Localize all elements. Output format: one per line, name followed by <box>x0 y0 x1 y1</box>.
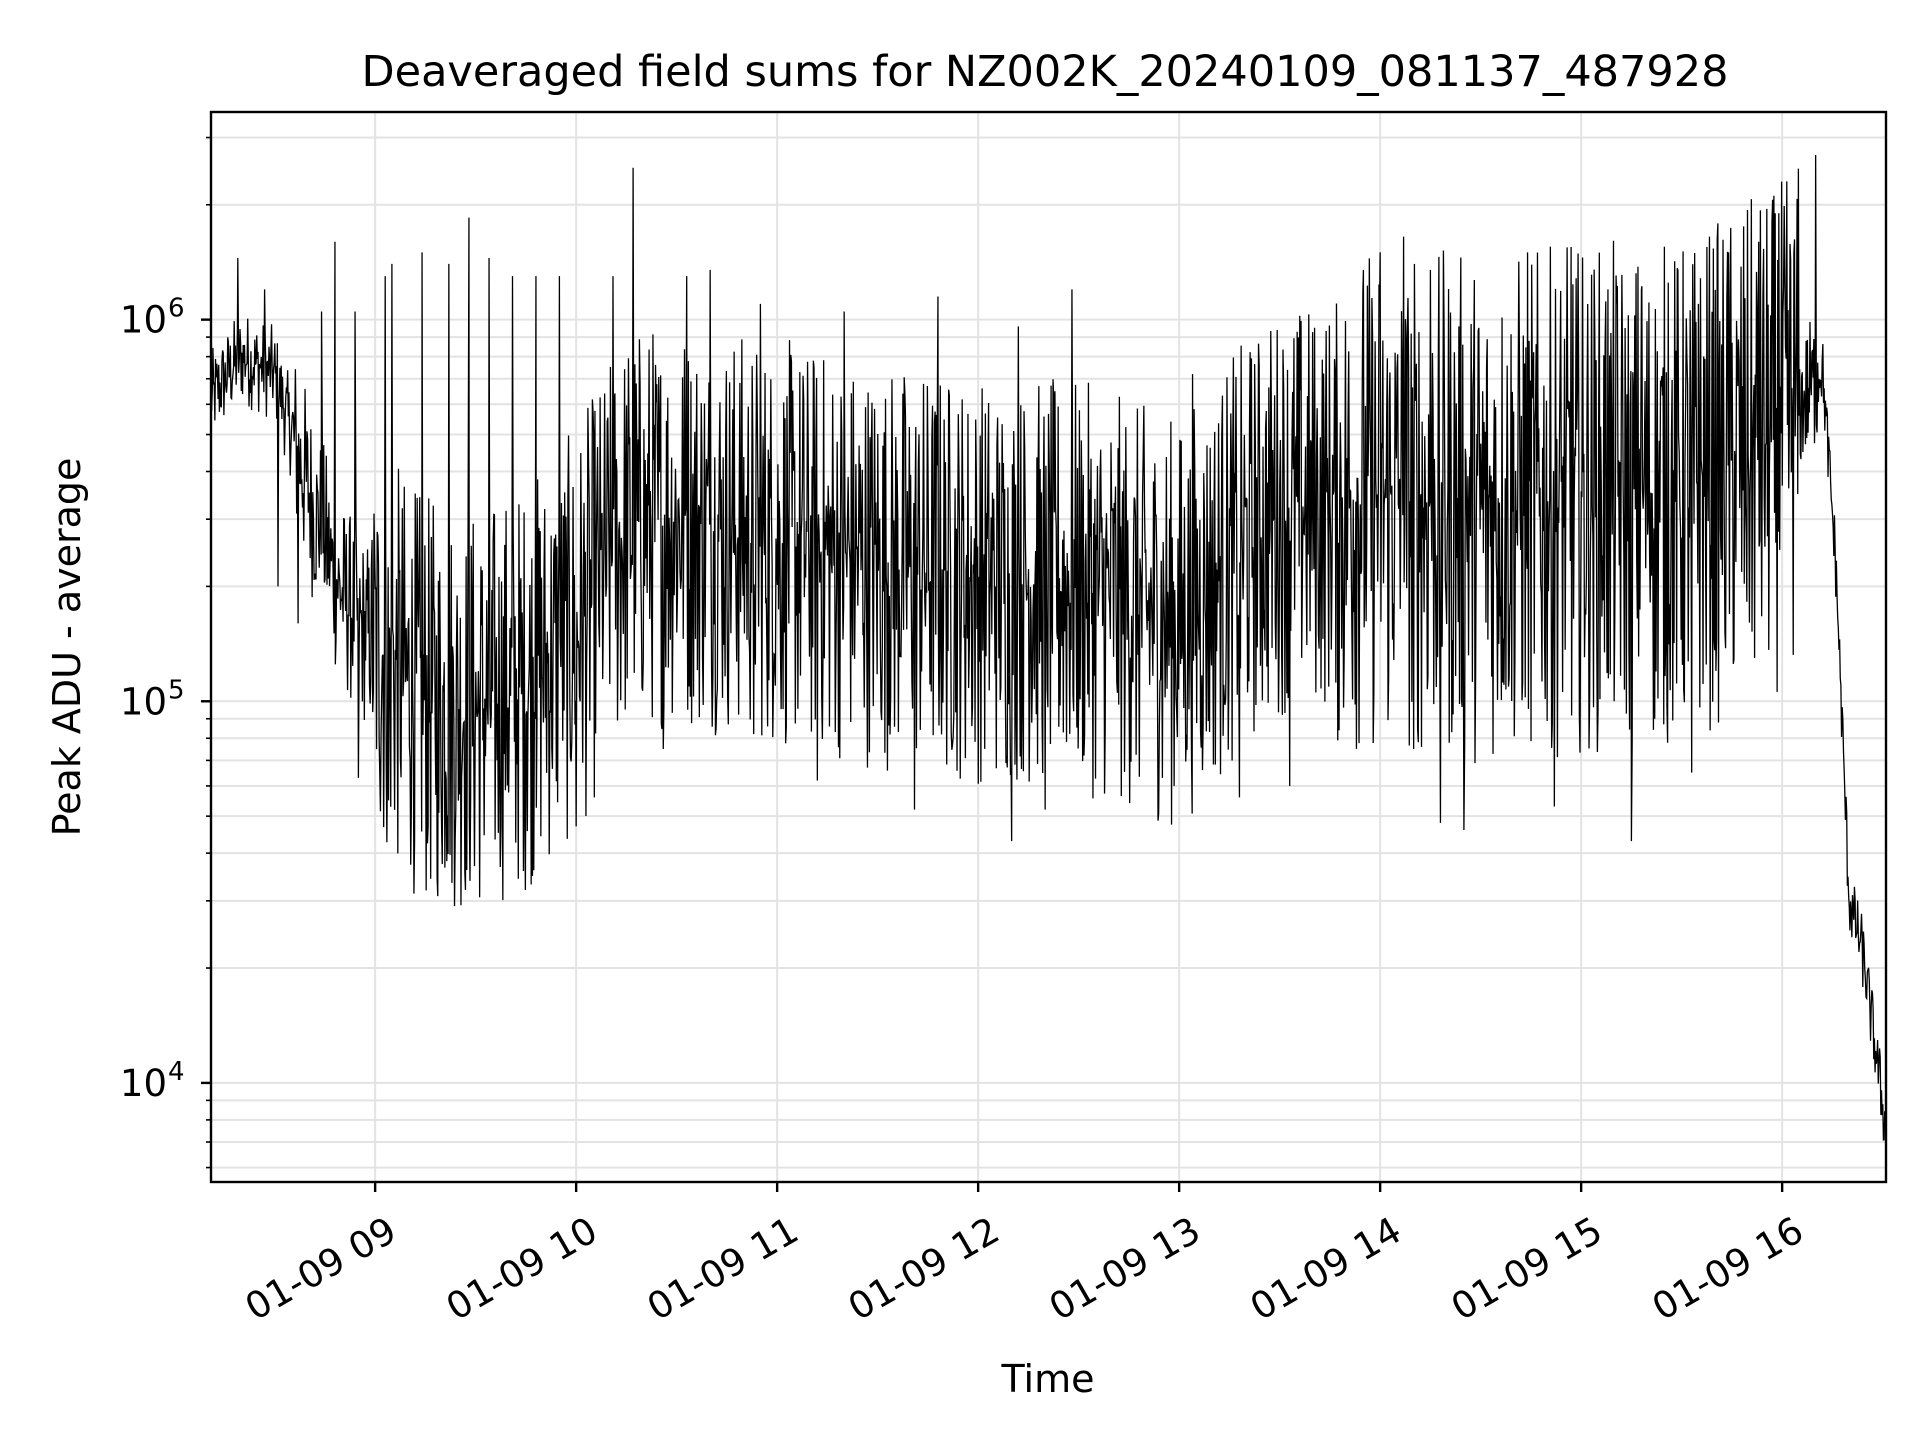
x-tick-label: 01-09 12 <box>841 1209 1007 1329</box>
y-tick-label-exponent: 6 <box>168 294 185 324</box>
y-tick-label: 10 <box>120 299 167 342</box>
series-line <box>210 155 1887 1141</box>
x-axis: 01-09 09 01-09 10 01-09 11 01-09 12 01-09 13… <box>238 1182 1811 1329</box>
x-tick-label: 01-09 13 <box>1042 1209 1208 1329</box>
y-tick-label: 10 <box>120 680 167 723</box>
series-layer <box>210 155 1887 1141</box>
plot-area-frame <box>209 110 1888 1184</box>
x-tick-label: 01-09 16 <box>1645 1209 1811 1329</box>
y-tick-label: 10 <box>120 1062 167 1105</box>
y-tick-label-exponent: 4 <box>168 1057 185 1087</box>
x-tick-label: 01-09 10 <box>439 1209 605 1329</box>
x-axis-label: Time <box>1001 1357 1095 1401</box>
x-tick-label: 01-09 14 <box>1243 1209 1409 1329</box>
x-tick-label: 01-09 11 <box>640 1209 806 1329</box>
y-axis-label: Peak ADU - average <box>45 458 89 837</box>
y-tick-label-exponent: 5 <box>168 675 185 705</box>
x-tick-label: 01-09 15 <box>1444 1209 1610 1329</box>
chart-title: Deaveraged field sums for NZ002K_2024010… <box>362 47 1729 97</box>
x-tick-label: 01-09 09 <box>238 1209 404 1329</box>
